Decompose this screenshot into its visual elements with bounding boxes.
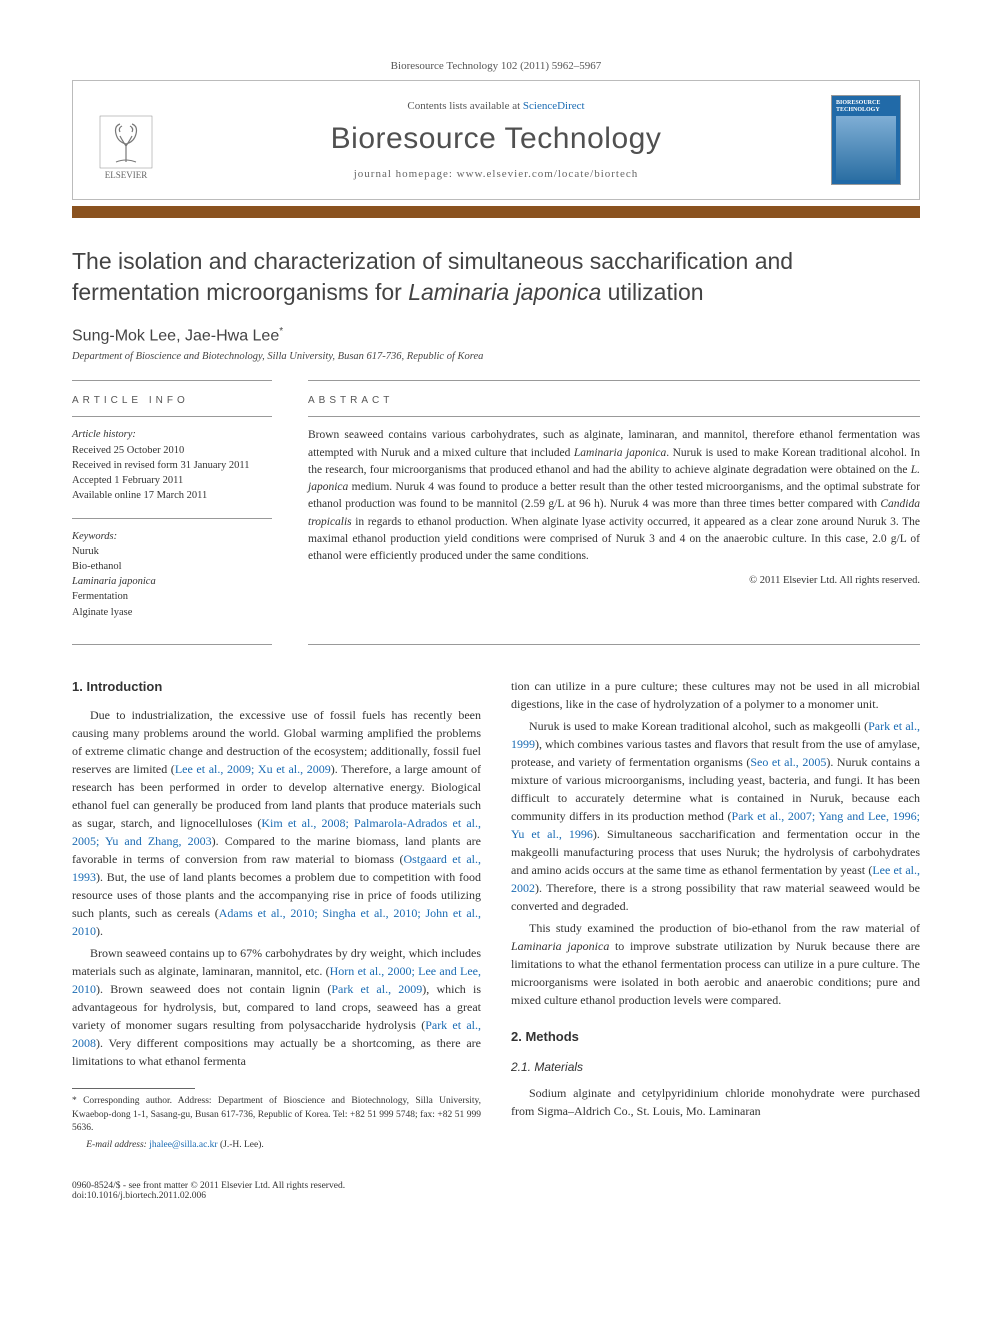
publisher-banner: ELSEVIER Contents lists available at Sci… — [72, 80, 920, 200]
corresponding-author-footnote: * Corresponding author. Address: Departm… — [72, 1095, 481, 1135]
brand-color-bar — [72, 206, 920, 218]
methods-heading: 2. Methods — [511, 1027, 920, 1047]
affiliation: Department of Bioscience and Biotechnolo… — [72, 351, 920, 362]
journal-cover-thumb: BIORESOURCE TECHNOLOGY — [831, 95, 901, 185]
introduction-heading: 1. Introduction — [72, 677, 481, 697]
corresponding-marker: * — [279, 326, 283, 337]
article-info-column: ARTICLE INFO Article history: Received 2… — [72, 380, 272, 633]
sciencedirect-link[interactable]: ScienceDirect — [523, 100, 585, 112]
intro-paragraph-2-cont: tion can utilize in a pure culture; thes… — [511, 677, 920, 713]
intro-paragraph-3: Nuruk is used to make Korean traditional… — [511, 717, 920, 915]
email-footnote: E-mail address: jhalee@silla.ac.kr (J.-H… — [72, 1139, 481, 1152]
footnote-separator — [72, 1088, 195, 1089]
materials-subheading: 2.1. Materials — [511, 1058, 920, 1076]
citation-link[interactable]: Lee et al., 2009; Xu et al., 2009 — [175, 762, 331, 776]
article-info-header: ARTICLE INFO — [72, 395, 272, 406]
journal-homepage: journal homepage: www.elsevier.com/locat… — [179, 168, 813, 180]
cover-art-icon — [836, 116, 896, 180]
citation-link[interactable]: Park et al., 2009 — [331, 982, 422, 996]
info-abstract-row: ARTICLE INFO Article history: Received 2… — [72, 380, 920, 633]
footer-left: 0960-8524/$ - see front matter © 2011 El… — [72, 1181, 345, 1201]
email-link[interactable]: jhalee@silla.ac.kr — [149, 1140, 217, 1150]
page-container: Bioresource Technology 102 (2011) 5962–5… — [0, 0, 992, 1241]
abstract-copyright: © 2011 Elsevier Ltd. All rights reserved… — [308, 575, 920, 586]
banner-center: Contents lists available at ScienceDirec… — [179, 100, 813, 180]
info-abstract-bottom-rule — [72, 634, 920, 645]
page-footer: 0960-8524/$ - see front matter © 2011 El… — [72, 1181, 920, 1201]
running-citation: Bioresource Technology 102 (2011) 5962–5… — [72, 60, 920, 72]
elsevier-label: ELSEVIER — [105, 170, 148, 180]
elsevier-logo: ELSEVIER — [91, 100, 161, 180]
abstract-header: ABSTRACT — [308, 395, 920, 406]
intro-paragraph-1: Due to industrialization, the excessive … — [72, 706, 481, 940]
keywords-block: Keywords: Nuruk Bio-ethanol Laminaria ja… — [72, 529, 272, 620]
abstract-text: Brown seaweed contains various carbohydr… — [308, 427, 920, 565]
intro-paragraph-4: This study examined the production of bi… — [511, 919, 920, 1009]
intro-paragraph-2: Brown seaweed contains up to 67% carbohy… — [72, 944, 481, 1070]
citation-link[interactable]: Seo et al., 2005 — [750, 755, 826, 769]
body-columns: 1. Introduction Due to industrialization… — [72, 677, 920, 1157]
article-title: The isolation and characterization of si… — [72, 246, 920, 308]
contents-available-line: Contents lists available at ScienceDirec… — [179, 100, 813, 112]
journal-name: Bioresource Technology — [179, 122, 813, 156]
abstract-column: ABSTRACT Brown seaweed contains various … — [308, 380, 920, 633]
author-list: Sung-Mok Lee, Jae-Hwa Lee* — [72, 326, 920, 345]
materials-paragraph: Sodium alginate and cetylpyridinium chlo… — [511, 1084, 920, 1120]
elsevier-tree-icon — [98, 114, 154, 170]
article-history: Article history: Received 25 October 201… — [72, 427, 272, 503]
